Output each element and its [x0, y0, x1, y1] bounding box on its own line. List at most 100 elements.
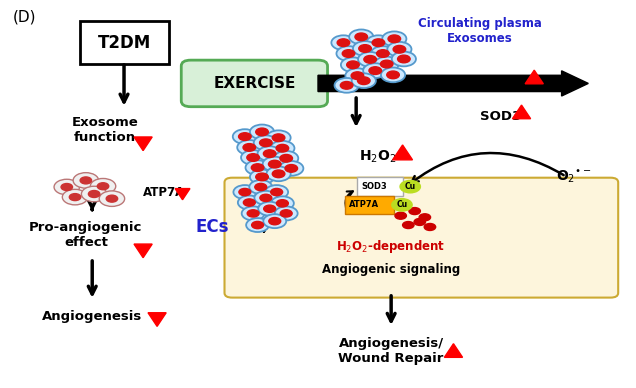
Circle shape: [349, 29, 373, 44]
Circle shape: [88, 191, 100, 197]
Polygon shape: [392, 145, 413, 160]
Circle shape: [409, 208, 420, 215]
Circle shape: [337, 39, 350, 47]
Circle shape: [357, 77, 370, 85]
Circle shape: [81, 186, 107, 202]
Circle shape: [258, 202, 281, 216]
Circle shape: [259, 139, 272, 147]
Text: EXERCISE: EXERCISE: [213, 76, 296, 91]
Circle shape: [250, 170, 274, 184]
Circle shape: [69, 194, 81, 201]
Circle shape: [369, 67, 382, 74]
Circle shape: [237, 140, 261, 155]
Circle shape: [341, 57, 365, 72]
FancyBboxPatch shape: [345, 196, 394, 214]
FancyArrow shape: [318, 71, 588, 96]
Text: H$_2$O$_2$: H$_2$O$_2$: [359, 149, 397, 165]
Circle shape: [274, 151, 298, 166]
Circle shape: [241, 150, 265, 165]
Circle shape: [276, 144, 289, 152]
Circle shape: [256, 173, 268, 181]
Text: SOD3: SOD3: [362, 182, 387, 191]
Polygon shape: [525, 70, 543, 84]
Text: Pro-angiogenic
effect: Pro-angiogenic effect: [29, 221, 142, 249]
Circle shape: [62, 189, 88, 205]
Circle shape: [270, 141, 294, 156]
FancyBboxPatch shape: [357, 177, 403, 196]
Circle shape: [258, 146, 282, 161]
Circle shape: [331, 35, 356, 50]
Text: T2DM: T2DM: [97, 34, 151, 52]
Circle shape: [366, 35, 391, 50]
Circle shape: [392, 52, 416, 66]
Circle shape: [380, 60, 393, 68]
FancyBboxPatch shape: [80, 21, 169, 64]
Circle shape: [424, 223, 436, 230]
Text: H$_2$O$_2$-dependent: H$_2$O$_2$-dependent: [336, 238, 446, 255]
Circle shape: [340, 81, 353, 89]
Circle shape: [254, 135, 278, 150]
Text: Angiogenesis: Angiogenesis: [42, 310, 142, 323]
Text: (D): (D): [13, 10, 36, 25]
Circle shape: [90, 178, 116, 194]
Circle shape: [249, 180, 272, 194]
Circle shape: [342, 50, 355, 57]
Circle shape: [245, 160, 270, 175]
Circle shape: [419, 214, 431, 221]
Circle shape: [355, 33, 368, 41]
Circle shape: [392, 199, 412, 211]
Circle shape: [271, 196, 294, 210]
Text: Cu: Cu: [404, 182, 416, 191]
Text: ECs: ECs: [196, 218, 230, 236]
Circle shape: [268, 160, 281, 168]
Circle shape: [353, 41, 377, 56]
Circle shape: [277, 200, 288, 207]
Circle shape: [239, 189, 251, 196]
Circle shape: [250, 125, 274, 139]
Circle shape: [279, 161, 303, 176]
Polygon shape: [513, 105, 530, 119]
Circle shape: [345, 68, 370, 83]
Circle shape: [387, 42, 411, 57]
Circle shape: [252, 222, 263, 229]
Circle shape: [280, 154, 293, 162]
Circle shape: [254, 191, 277, 205]
Circle shape: [243, 144, 256, 151]
Circle shape: [359, 45, 371, 52]
Circle shape: [256, 128, 268, 136]
Circle shape: [377, 50, 389, 57]
Circle shape: [266, 130, 291, 145]
Text: Exosome
function: Exosome function: [72, 116, 138, 144]
Circle shape: [280, 210, 292, 217]
Circle shape: [395, 212, 406, 219]
Circle shape: [233, 129, 257, 144]
Circle shape: [393, 45, 406, 53]
Circle shape: [246, 218, 269, 232]
Polygon shape: [134, 244, 152, 258]
Circle shape: [364, 55, 377, 63]
Circle shape: [381, 68, 405, 82]
Circle shape: [263, 214, 286, 228]
Circle shape: [352, 73, 376, 88]
Circle shape: [265, 185, 288, 199]
Circle shape: [388, 35, 401, 43]
Circle shape: [73, 173, 99, 188]
Text: Angiogenic signaling: Angiogenic signaling: [322, 263, 460, 276]
Text: Cu: Cu: [396, 200, 408, 210]
Circle shape: [285, 165, 298, 172]
Circle shape: [272, 134, 285, 142]
Circle shape: [263, 157, 287, 171]
Text: Angiogenesis/
Wound Repair: Angiogenesis/ Wound Repair: [338, 337, 444, 365]
Circle shape: [238, 133, 251, 140]
Circle shape: [247, 210, 259, 217]
Circle shape: [106, 195, 118, 202]
Text: O$_2$$^{\bullet-}$: O$_2$$^{\bullet-}$: [556, 168, 592, 185]
Text: ATP7A: ATP7A: [349, 200, 379, 210]
FancyBboxPatch shape: [225, 178, 618, 298]
Circle shape: [371, 46, 395, 61]
Circle shape: [363, 63, 387, 78]
Circle shape: [272, 170, 285, 178]
Circle shape: [335, 78, 359, 93]
Circle shape: [271, 189, 282, 196]
Circle shape: [398, 55, 410, 63]
